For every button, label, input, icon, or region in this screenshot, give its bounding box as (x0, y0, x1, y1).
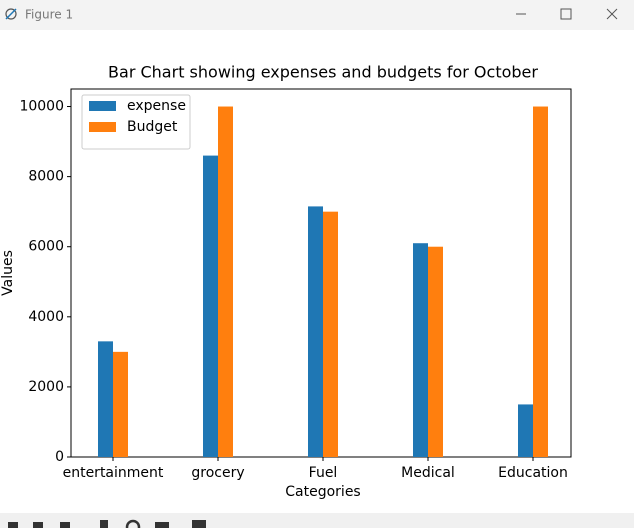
y-tick-label: 4000 (28, 309, 64, 325)
title-bar (0, 0, 634, 30)
legend-label: expense (127, 98, 186, 114)
back-icon[interactable] (33, 522, 43, 528)
home-icon[interactable] (8, 522, 18, 528)
x-tick-label: Medical (401, 465, 455, 481)
configure-icon[interactable] (155, 522, 169, 528)
save-icon[interactable] (192, 520, 206, 528)
bar (413, 243, 428, 457)
bar (533, 106, 548, 458)
chart-title: Bar Chart showing expenses and budgets f… (108, 63, 538, 82)
bar (203, 155, 218, 458)
bar (113, 351, 128, 457)
zoom-icon[interactable] (125, 519, 141, 528)
y-tick-label: 8000 (28, 169, 64, 185)
bar (218, 106, 233, 458)
y-tick-label: 0 (55, 449, 64, 465)
legend-swatch (89, 122, 116, 132)
bar (308, 206, 323, 457)
app-icon (5, 8, 17, 20)
y-tick-label: 10000 (19, 99, 64, 115)
y-axis-label: Values (0, 250, 16, 296)
close-button[interactable] (606, 8, 618, 20)
toolbar (0, 513, 634, 528)
x-tick-label: entertainment (63, 465, 164, 481)
toolbar-icons (8, 519, 206, 528)
x-tick-label: Education (498, 465, 568, 481)
legend-swatch (89, 101, 116, 111)
bar (98, 341, 113, 457)
bar (428, 246, 443, 457)
y-tick-label: 2000 (28, 379, 64, 395)
y-tick-label: 6000 (28, 239, 64, 255)
x-tick-label: Fuel (309, 465, 338, 481)
bar (518, 404, 533, 457)
window-title: Figure 1 (25, 8, 73, 22)
bar (323, 211, 338, 457)
x-axis-label: Categories (285, 484, 360, 500)
maximize-button[interactable] (560, 8, 572, 20)
forward-icon[interactable] (60, 522, 70, 528)
pan-icon[interactable] (100, 520, 108, 528)
x-tick-label: grocery (191, 465, 244, 481)
legend-label: Budget (127, 119, 178, 135)
